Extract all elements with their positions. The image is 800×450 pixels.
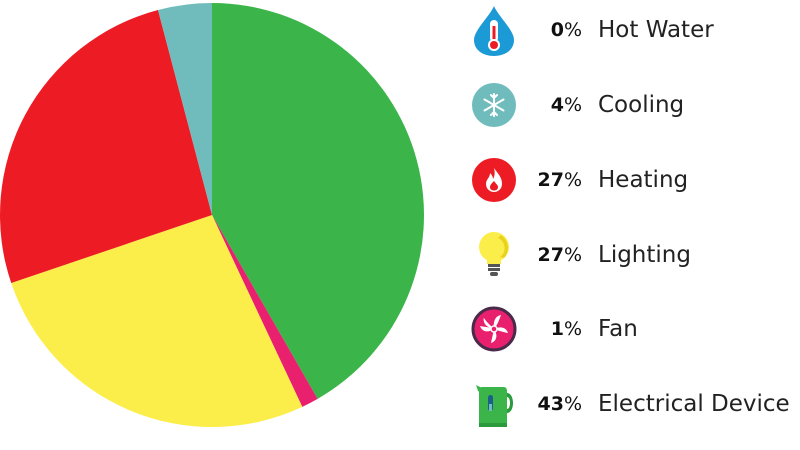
legend-label: Hot Water [598, 17, 714, 43]
pie-slice-fan [212, 215, 318, 407]
legend-label: Lighting [598, 242, 691, 268]
legend: 0% Hot Water 4% Cooling [468, 0, 800, 450]
legend-percent: 27% [537, 169, 582, 191]
legend-percent: 43% [537, 393, 582, 415]
flame-icon [468, 154, 520, 206]
pie-chart [0, 3, 425, 427]
legend-percent: 1% [550, 318, 582, 340]
legend-label: Cooling [598, 92, 685, 118]
legend-item-heating: 27% Heating [468, 153, 800, 207]
pie-slice-heating [0, 9, 212, 284]
fan-icon [468, 303, 520, 355]
legend-label: Electrical Device [598, 391, 790, 417]
pie-slice-electrical-device [212, 3, 425, 399]
snowflake-icon [468, 79, 520, 131]
legend-item-cooling: 4% Cooling [468, 78, 800, 132]
legend-item-electrical-device: 43% Electrical Device [468, 377, 800, 431]
legend-label: Fan [598, 316, 638, 342]
legend-item-hot-water: 0% Hot Water [468, 3, 800, 57]
pie-slice-cooling [157, 3, 212, 215]
lightbulb-icon [468, 229, 520, 281]
pie-slice-lighting [11, 215, 303, 427]
legend-item-lighting: 27% Lighting [468, 228, 800, 282]
legend-item-fan: 1% Fan [468, 302, 800, 356]
legend-percent: 27% [537, 244, 582, 266]
legend-percent: 4% [550, 94, 582, 116]
water-drop-thermometer-icon [468, 4, 520, 56]
legend-label: Heating [598, 167, 689, 193]
legend-percent: 0% [550, 19, 582, 41]
kettle-icon [468, 378, 520, 430]
